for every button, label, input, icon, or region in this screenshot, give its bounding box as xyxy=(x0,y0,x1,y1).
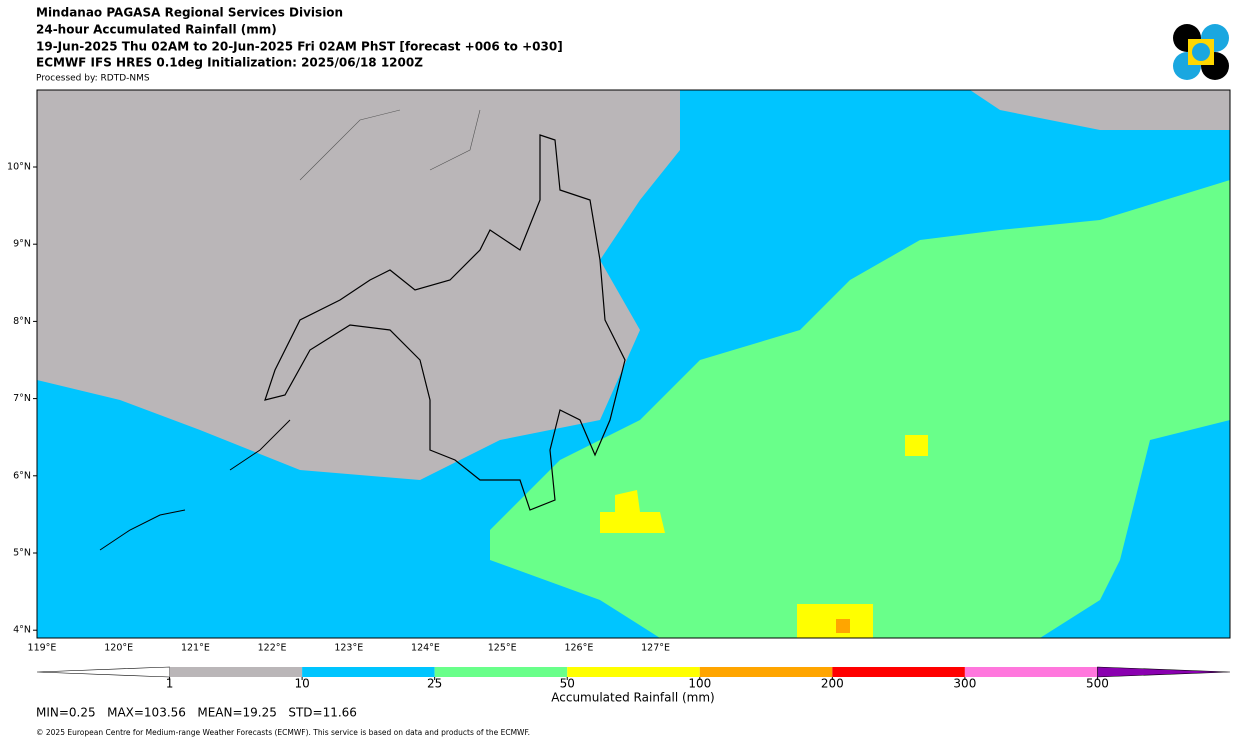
colorbar-tick-label: 500 xyxy=(1086,677,1109,691)
colorbar-tick-label: 300 xyxy=(953,677,976,691)
lon-label: 122°E xyxy=(258,643,287,654)
colorbar-tick-label: 25 xyxy=(427,677,442,691)
lon-label: 120°E xyxy=(104,643,133,654)
lat-label: 8°N xyxy=(13,316,31,327)
lat-label: 9°N xyxy=(13,239,31,250)
colorbar-tick-label: 1 xyxy=(166,677,174,691)
header-line: 19-Jun-2025 Thu 02AM to 20-Jun-2025 Fri … xyxy=(36,40,563,54)
footer: © 2025 European Centre for Medium-range … xyxy=(36,728,530,737)
lon-label: 124°E xyxy=(411,643,440,654)
colorbar-over xyxy=(1097,666,1231,678)
colorbar-segment xyxy=(434,667,568,677)
colorbar-label: Accumulated Rainfall (mm) xyxy=(551,691,714,705)
lat-label: 4°N xyxy=(13,625,31,636)
lat-label: 7°N xyxy=(13,393,31,404)
stats: MIN=0.25 MAX=103.56 MEAN=19.25 STD=11.66 xyxy=(36,706,357,720)
lat-label: 5°N xyxy=(13,548,31,559)
colorbar-segment xyxy=(567,667,700,677)
colorbar-segment xyxy=(302,667,435,677)
header-line: ECMWF IFS HRES 0.1deg Initialization: 20… xyxy=(36,56,423,70)
header-line: 24-hour Accumulated Rainfall (mm) xyxy=(36,23,277,37)
colorbar-under xyxy=(36,666,170,678)
header-line: Mindanao PAGASA Regional Services Divisi… xyxy=(36,6,343,20)
map-frame xyxy=(36,89,1231,639)
colorbar-segment xyxy=(699,667,833,677)
logo xyxy=(1173,24,1229,80)
lon-label: 126°E xyxy=(564,643,593,654)
colorbar-tick-label: 100 xyxy=(688,677,711,691)
processed-by: Processed by: RDTD-NMS xyxy=(36,74,150,84)
rainfall-field xyxy=(37,90,1230,638)
colorbar-segment xyxy=(964,667,1098,677)
lon-label: 123°E xyxy=(334,643,363,654)
colorbar-segment xyxy=(832,667,965,677)
lat-label: 10°N xyxy=(7,162,31,173)
lon-label: 121°E xyxy=(181,643,210,654)
lat-label: 6°N xyxy=(13,470,31,481)
lon-label: 127°E xyxy=(641,643,670,654)
colorbar-tick-label: 200 xyxy=(821,677,844,691)
colorbar-tick-label: 10 xyxy=(294,677,309,691)
lon-label: 119°E xyxy=(28,643,57,654)
colorbar-tick-label: 50 xyxy=(560,677,575,691)
colorbar-segment xyxy=(169,667,303,677)
lon-label: 125°E xyxy=(488,643,517,654)
